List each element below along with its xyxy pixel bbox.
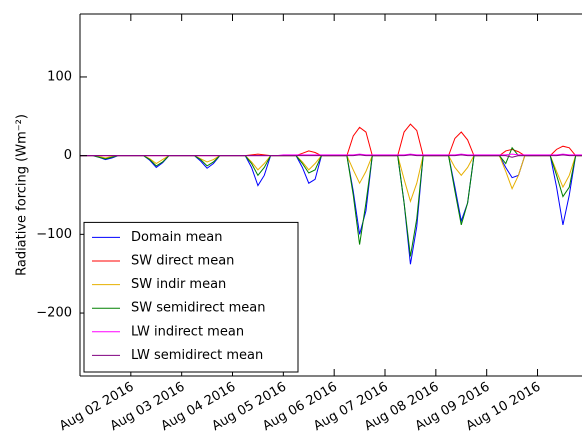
legend-label: Domain mean <box>131 230 222 245</box>
y-tick-label: −100 <box>36 227 72 242</box>
series-line <box>80 154 582 158</box>
legend-label: LW semidirect mean <box>131 348 263 363</box>
legend-label: SW indir mean <box>131 277 226 292</box>
legend-label: LW indirect mean <box>131 324 244 339</box>
y-tick-label: 0 <box>64 148 72 163</box>
y-tick-label: −200 <box>36 306 72 321</box>
series-line <box>80 123 582 157</box>
y-tick-label: 100 <box>47 69 72 84</box>
legend-box <box>83 221 299 373</box>
legend-label: SW direct mean <box>131 254 234 269</box>
legend-label: SW semidirect mean <box>131 301 265 316</box>
y-axis-label: Radiative forcing (Wm⁻²) <box>15 114 30 276</box>
